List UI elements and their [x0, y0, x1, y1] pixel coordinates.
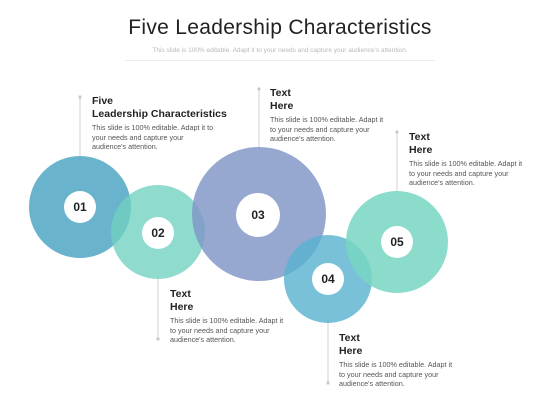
- item-03-heading: Text Here: [270, 87, 390, 113]
- item-01-description: This slide is 100% editable. Adapt it to…: [92, 123, 214, 152]
- item-02-heading-line1: Text: [170, 288, 191, 300]
- number-01: 01: [73, 200, 87, 214]
- number-disc-05: [381, 226, 413, 258]
- item-04-heading-line2: Here: [339, 345, 363, 357]
- guide-lines: [78, 87, 399, 385]
- item-05-heading-line1: Text: [409, 131, 430, 143]
- number-discs: [64, 191, 413, 295]
- guide-dot-02: [156, 337, 160, 341]
- guide-dot-03: [257, 87, 261, 91]
- item-04-text: Text Here This slide is 100% editable. A…: [339, 332, 459, 389]
- guide-dot-04: [326, 381, 330, 385]
- item-02-heading-line2: Here: [170, 301, 194, 313]
- item-03-description: This slide is 100% editable. Adapt it to…: [270, 115, 384, 144]
- item-01-heading-line1: Five: [92, 95, 114, 107]
- item-02-heading: Text Here: [170, 288, 290, 314]
- item-04-heading: Text Here: [339, 332, 459, 358]
- item-05-text: Text Here This slide is 100% editable. A…: [409, 131, 529, 188]
- number-disc-03: [236, 193, 280, 237]
- item-04-description: This slide is 100% editable. Adapt it to…: [339, 360, 453, 389]
- slide-subtitle: This slide is 100% editable. Adapt it to…: [152, 47, 408, 54]
- number-disc-01: [64, 191, 96, 223]
- number-02: 02: [151, 226, 165, 240]
- number-disc-02: [142, 217, 174, 249]
- item-03-text: Text Here This slide is 100% editable. A…: [270, 87, 390, 144]
- title-divider: [125, 60, 435, 61]
- item-05-description: This slide is 100% editable. Adapt it to…: [409, 159, 523, 188]
- item-01-heading-line2: Leadership Characteristics: [92, 108, 227, 120]
- item-05-heading-line2: Here: [409, 144, 433, 156]
- item-04-heading-line1: Text: [339, 332, 360, 344]
- item-03-heading-line1: Text: [270, 87, 291, 99]
- item-03-heading-line2: Here: [270, 100, 294, 112]
- item-02-text: Text Here This slide is 100% editable. A…: [170, 288, 290, 345]
- item-01-heading: Five Leadership Characteristics: [92, 95, 242, 121]
- guide-dot-05: [395, 130, 399, 134]
- item-05-heading: Text Here: [409, 131, 529, 157]
- item-02-description: This slide is 100% editable. Adapt it to…: [170, 316, 284, 345]
- slide-title: Five Leadership Characteristics: [128, 16, 432, 39]
- item-01-text: Five Leadership Characteristics This sli…: [92, 95, 242, 152]
- guide-dot-01: [78, 95, 82, 99]
- number-05: 05: [390, 235, 404, 249]
- number-disc-04: [312, 263, 344, 295]
- number-03: 03: [251, 208, 265, 222]
- number-04: 04: [321, 272, 335, 286]
